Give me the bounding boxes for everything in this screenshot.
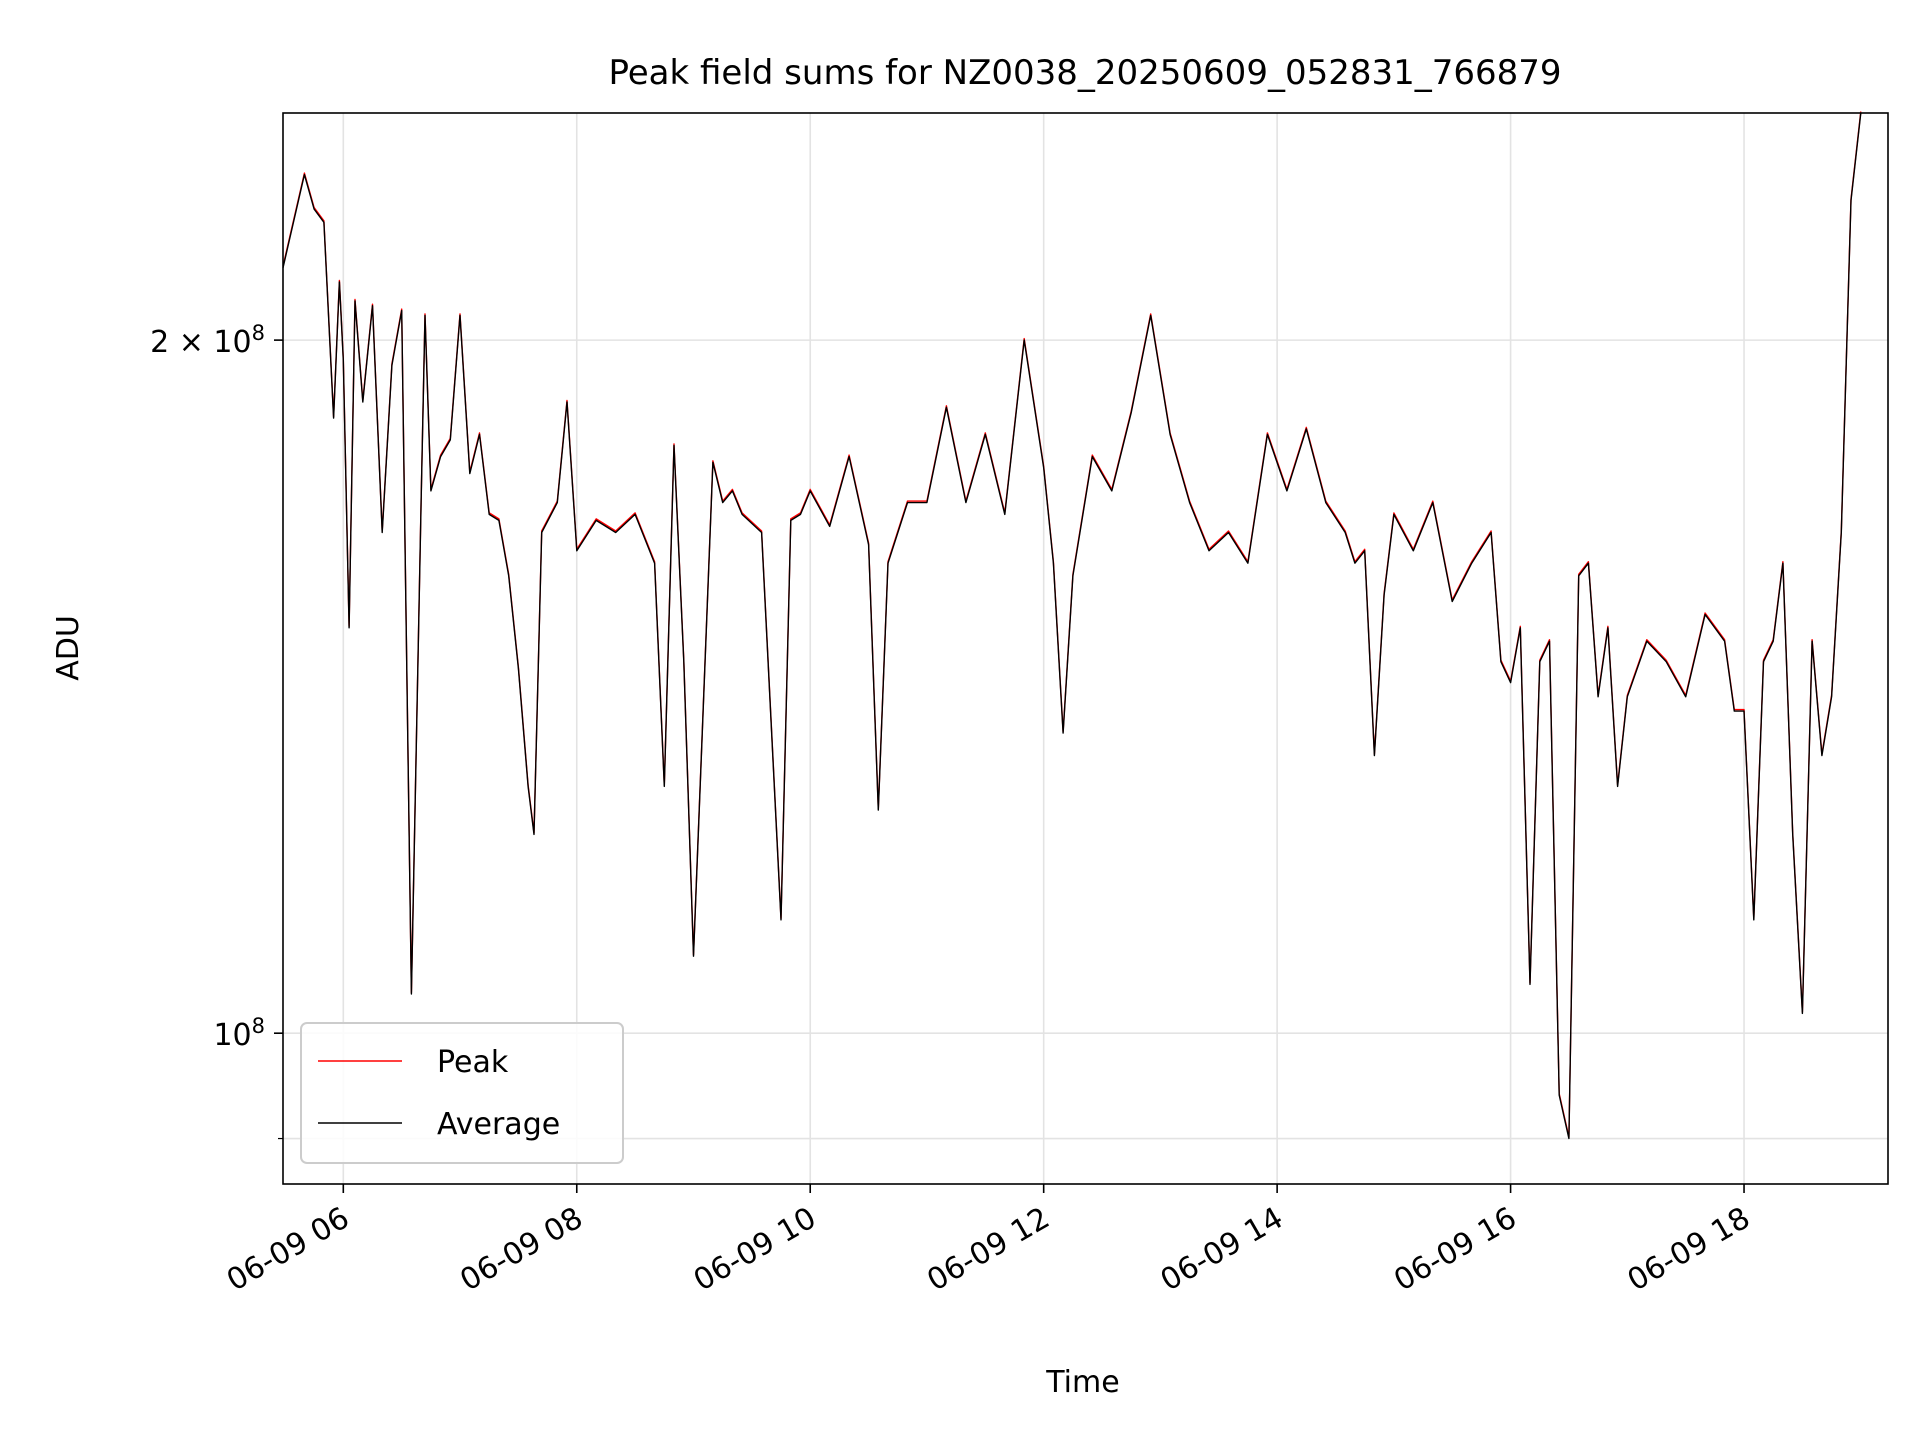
y-axis-label: ADU xyxy=(51,615,86,681)
y-tick-label: 2 × 108 xyxy=(150,321,265,360)
legend-box xyxy=(300,1022,624,1164)
series-layer xyxy=(282,111,1862,1140)
grid xyxy=(283,113,1888,1184)
x-axis-label: Time xyxy=(1045,1365,1119,1400)
chart-title: Peak field sums for NZ0038_20250609_0528… xyxy=(608,53,1561,93)
series-line-average xyxy=(282,112,1862,1140)
legend-label-average: Average xyxy=(437,1107,560,1142)
legend: Peak Average xyxy=(300,1022,624,1164)
plot-frame xyxy=(282,112,1889,1185)
legend-label-peak: Peak xyxy=(437,1045,509,1080)
